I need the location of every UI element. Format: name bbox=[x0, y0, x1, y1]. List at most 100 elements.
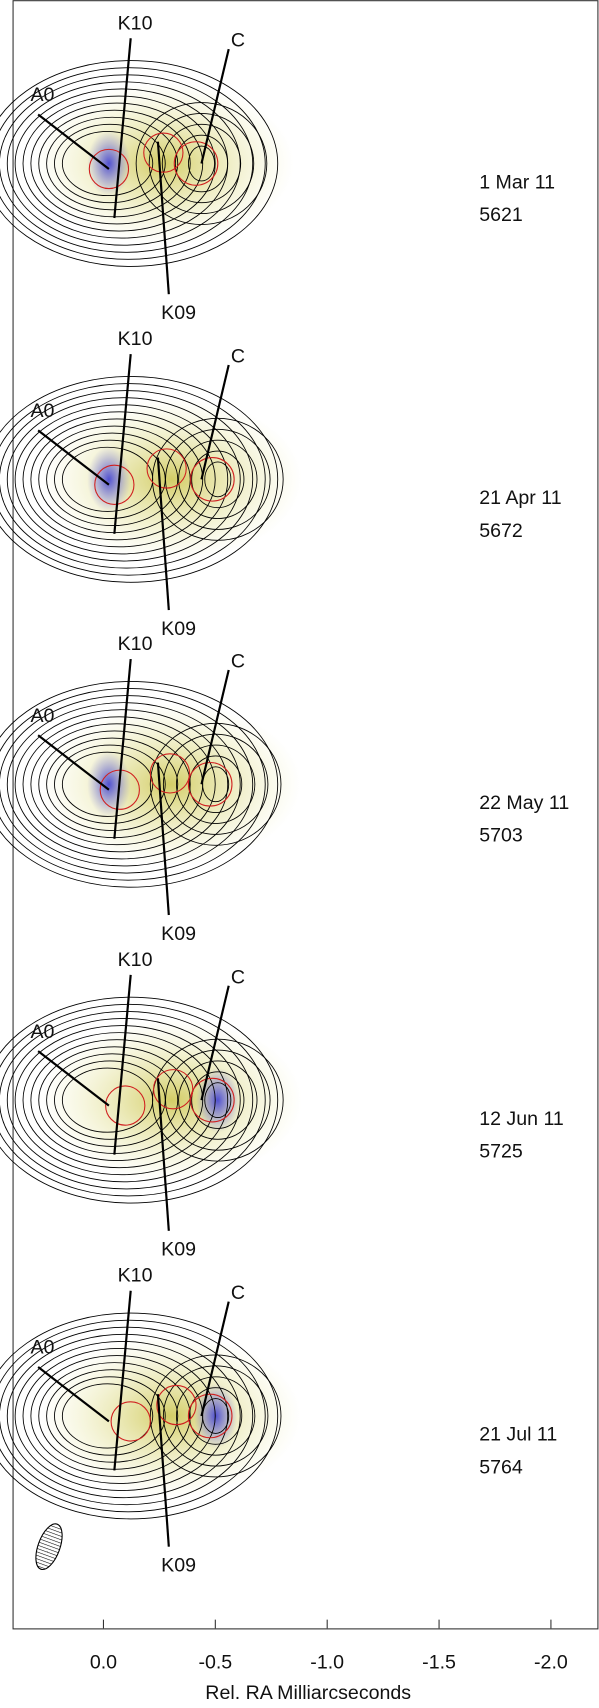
component-circle bbox=[146, 448, 187, 489]
epoch-jd: 5672 bbox=[479, 520, 523, 542]
contour bbox=[0, 390, 254, 569]
contour bbox=[14, 709, 229, 860]
contour bbox=[161, 123, 242, 204]
label-line bbox=[113, 974, 132, 1155]
epoch-date: 1 Mar 11 bbox=[479, 171, 555, 193]
component-label: A0 bbox=[30, 400, 54, 422]
epoch-jd: 5725 bbox=[479, 1141, 523, 1163]
contour bbox=[0, 60, 279, 267]
frame bbox=[12, 0, 599, 1630]
contour bbox=[135, 102, 268, 225]
component-label: A0 bbox=[30, 1021, 54, 1043]
component-label: C bbox=[231, 966, 245, 988]
component-label: C bbox=[231, 346, 245, 368]
contour bbox=[46, 432, 179, 527]
component-circle bbox=[149, 753, 191, 794]
component-label: K09 bbox=[161, 923, 196, 945]
contour bbox=[14, 1025, 229, 1176]
emission bbox=[32, 81, 295, 246]
contour bbox=[204, 1082, 232, 1118]
label-line bbox=[37, 1366, 110, 1423]
component-label: K10 bbox=[118, 12, 153, 34]
contour bbox=[174, 134, 229, 193]
contour bbox=[204, 461, 232, 498]
contour bbox=[6, 397, 241, 562]
contour bbox=[191, 450, 245, 509]
component-label: K10 bbox=[118, 633, 153, 655]
contour bbox=[61, 130, 154, 197]
label-line bbox=[156, 1394, 170, 1547]
contour bbox=[6, 1333, 241, 1499]
contour bbox=[162, 733, 269, 835]
label-line bbox=[37, 113, 110, 170]
component-circle bbox=[94, 464, 135, 505]
label-line bbox=[156, 457, 170, 611]
label-line bbox=[37, 1050, 110, 1107]
component-label: C bbox=[231, 1282, 245, 1304]
contour bbox=[0, 1326, 254, 1506]
emission bbox=[40, 397, 303, 562]
component-label: K10 bbox=[118, 949, 153, 971]
contour bbox=[175, 1376, 256, 1456]
label-line bbox=[200, 48, 230, 164]
component-label: K09 bbox=[161, 302, 196, 324]
epoch-jd: 5621 bbox=[479, 204, 523, 226]
contour bbox=[61, 751, 154, 817]
contour bbox=[178, 1060, 258, 1140]
x-tick-label: -2.0 bbox=[534, 1651, 568, 1673]
contour bbox=[175, 744, 256, 824]
epoch-jd: 5703 bbox=[479, 825, 523, 847]
contour bbox=[0, 695, 254, 874]
label-line bbox=[200, 364, 230, 480]
x-tick-label: -1.0 bbox=[310, 1651, 344, 1673]
peak bbox=[87, 751, 131, 817]
contour bbox=[191, 1071, 245, 1129]
label-line bbox=[37, 734, 110, 791]
component-circle bbox=[187, 761, 233, 807]
contour bbox=[189, 755, 243, 814]
contour bbox=[0, 996, 279, 1204]
component-label: C bbox=[231, 30, 245, 52]
component-label: A0 bbox=[30, 84, 54, 106]
component-label: A0 bbox=[30, 1337, 54, 1359]
x-axis-label: Rel. RA Milliarcseconds bbox=[205, 1682, 411, 1704]
contour bbox=[22, 95, 216, 232]
label-line bbox=[200, 1301, 230, 1417]
contour bbox=[6, 81, 241, 246]
epoch-date: 21 Apr 11 bbox=[479, 487, 561, 509]
contour bbox=[46, 1369, 179, 1463]
contour bbox=[0, 1010, 254, 1190]
x-tick-label: 0.0 bbox=[90, 1651, 117, 1673]
label-line bbox=[156, 141, 170, 295]
emission bbox=[39, 1334, 302, 1498]
label-line bbox=[113, 354, 132, 534]
contour bbox=[0, 74, 254, 253]
contour bbox=[30, 418, 204, 541]
peak bbox=[87, 130, 131, 197]
emission bbox=[39, 702, 302, 866]
label-line bbox=[113, 1290, 132, 1471]
component-circle bbox=[156, 1384, 197, 1426]
component-label: A0 bbox=[30, 705, 54, 727]
contour bbox=[162, 1365, 269, 1467]
contour bbox=[14, 404, 229, 555]
component-circle bbox=[187, 1393, 233, 1439]
contour bbox=[30, 102, 204, 225]
contour bbox=[165, 428, 271, 530]
component-circle bbox=[190, 1077, 235, 1123]
contour bbox=[30, 1039, 204, 1161]
contour bbox=[46, 116, 179, 211]
component-label: K09 bbox=[161, 1239, 196, 1261]
label-line bbox=[200, 985, 230, 1101]
contour bbox=[22, 1348, 216, 1484]
component-circle bbox=[153, 1069, 194, 1110]
component-circle bbox=[105, 1085, 146, 1126]
beam bbox=[35, 1523, 63, 1571]
component-circle bbox=[173, 141, 219, 186]
label-line bbox=[200, 669, 230, 785]
component-label: K10 bbox=[118, 328, 153, 350]
x-tick-label: -1.5 bbox=[422, 1651, 456, 1673]
contour bbox=[22, 411, 216, 548]
